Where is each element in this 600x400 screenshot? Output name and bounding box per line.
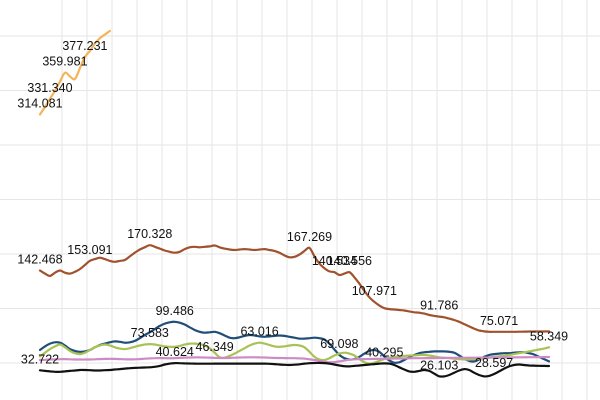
data-label: 63.016 bbox=[240, 325, 278, 339]
data-label: 107.971 bbox=[352, 284, 397, 298]
series-line-5 bbox=[38, 361, 551, 378]
data-label: 75.071 bbox=[480, 314, 518, 328]
data-label: 26.103 bbox=[420, 358, 458, 372]
data-label: 73.583 bbox=[131, 326, 169, 340]
data-label: 142.468 bbox=[17, 252, 62, 266]
data-label: 331.340 bbox=[27, 81, 72, 95]
data-label: 167.269 bbox=[287, 230, 332, 244]
data-label: 140.534 bbox=[312, 254, 357, 268]
data-label: 40.624 bbox=[156, 345, 194, 359]
series-lines bbox=[38, 29, 551, 378]
data-label: 91.786 bbox=[420, 299, 458, 313]
series-line-3 bbox=[38, 341, 551, 365]
data-label: 314.081 bbox=[17, 96, 62, 110]
series-line-4 bbox=[38, 355, 551, 364]
series-line-0 bbox=[38, 29, 111, 116]
data-label: 359.981 bbox=[42, 55, 87, 69]
data-label: 377.231 bbox=[62, 39, 107, 53]
data-label: 32.722 bbox=[21, 352, 59, 366]
data-label: 58.349 bbox=[530, 329, 568, 343]
series-line-1 bbox=[38, 244, 551, 333]
data-label: 170.328 bbox=[127, 227, 172, 241]
data-label: 140.556 bbox=[327, 254, 372, 268]
data-label: 69.098 bbox=[320, 337, 358, 351]
data-label: 46.349 bbox=[196, 340, 234, 354]
data-label: 99.486 bbox=[156, 304, 194, 318]
data-label: 40.295 bbox=[365, 345, 403, 359]
data-label: 153.091 bbox=[67, 243, 112, 257]
data-label: 28.597 bbox=[475, 356, 513, 370]
